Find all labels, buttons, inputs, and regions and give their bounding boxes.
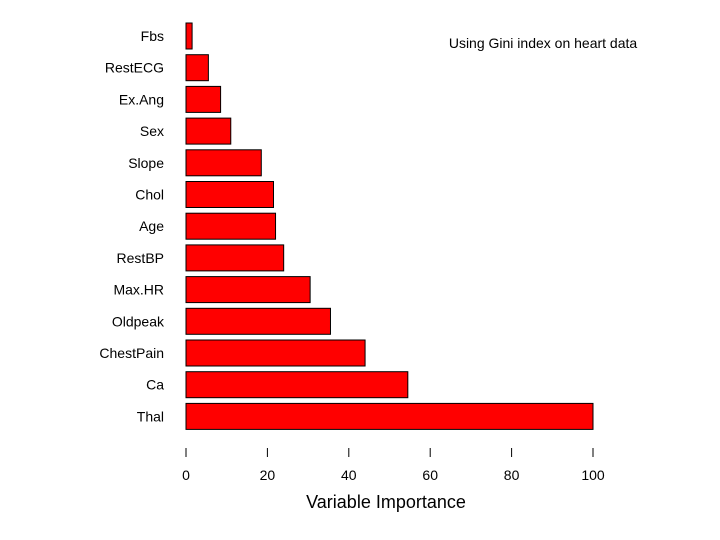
category-label: Sex <box>140 123 164 139</box>
category-label: RestBP <box>117 250 164 266</box>
category-label: Chol <box>135 187 164 203</box>
chart-annotation: Using Gini index on heart data <box>449 35 638 51</box>
bar-max-hr <box>185 276 311 304</box>
category-label: Thal <box>137 408 164 424</box>
bar-thal <box>185 402 594 430</box>
bar-chestpain <box>185 339 366 367</box>
category-label: RestECG <box>105 60 164 76</box>
bar-ex-ang <box>185 85 222 113</box>
category-label: Fbs <box>141 28 164 44</box>
category-label: ChestPain <box>99 345 164 361</box>
category-label: Ex.Ang <box>119 91 164 107</box>
bar-ca <box>185 371 409 399</box>
x-tick-label: 80 <box>504 467 520 483</box>
x-axis: 0 20 40 60 80 100 <box>182 448 605 483</box>
x-tick-label: 20 <box>260 467 276 483</box>
x-axis-title: Variable Importance <box>306 492 466 512</box>
category-label: Oldpeak <box>112 313 165 329</box>
bar-chol <box>185 181 275 208</box>
bars-group <box>185 22 594 430</box>
bar-sex <box>185 117 232 145</box>
bar-age <box>185 212 277 240</box>
category-label: Ca <box>146 377 164 393</box>
bar-slope <box>185 149 262 177</box>
x-tick-label: 60 <box>422 467 438 483</box>
x-tick-label: 100 <box>581 467 605 483</box>
category-label: Max.HR <box>113 282 164 298</box>
bar-restbp <box>185 244 285 272</box>
bar-fbs <box>185 22 193 50</box>
category-label: Slope <box>128 155 164 171</box>
bar-restecg <box>185 54 209 82</box>
x-tick-label: 40 <box>341 467 357 483</box>
category-labels: Fbs RestECG Ex.Ang Sex Slope Chol Age RestBP Max… <box>99 28 165 424</box>
bar-oldpeak <box>185 307 331 335</box>
x-tick-label: 0 <box>182 467 190 483</box>
category-label: Age <box>139 218 164 234</box>
